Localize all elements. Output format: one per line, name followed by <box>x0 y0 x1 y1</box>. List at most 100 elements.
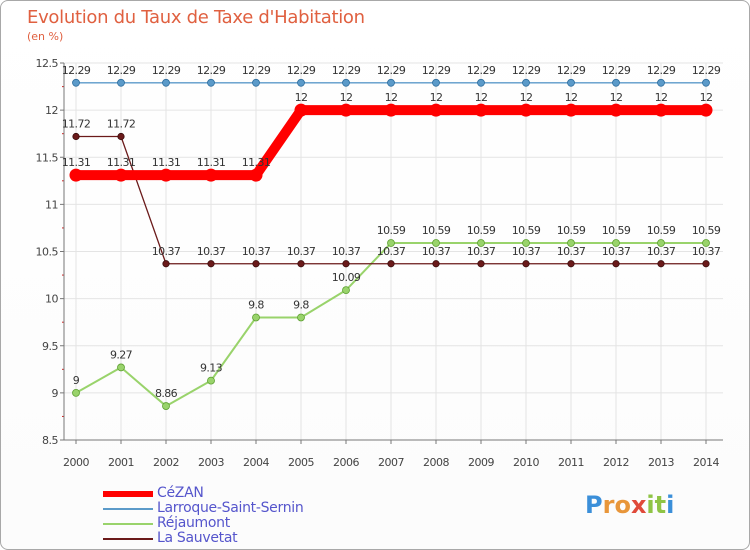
data-point-rejaumont <box>207 376 215 385</box>
data-label-rejaumont: 10.59 <box>557 224 586 237</box>
data-label-la-sauvetat: 10.37 <box>467 245 496 258</box>
data-point-larroque <box>162 78 170 87</box>
data-label-larroque: 12.29 <box>287 64 316 77</box>
data-label-cezan: 12 <box>295 91 308 104</box>
data-point-la-sauvetat <box>117 132 125 141</box>
legend-swatch-larroque <box>103 508 153 510</box>
data-point-cezan <box>159 168 173 182</box>
x-tick-label: 2010 <box>513 456 539 469</box>
data-point-rejaumont <box>432 239 440 247</box>
data-label-la-sauvetat: 10.37 <box>647 245 676 258</box>
data-label-cezan: 12 <box>655 91 668 104</box>
y-tick-label: 11 <box>45 198 58 211</box>
data-label-la-sauvetat: 11.72 <box>107 118 136 131</box>
data-label-cezan: 12 <box>520 91 533 104</box>
legend-label-larroque: Larroque-Saint-Sernin <box>157 500 304 516</box>
x-tick-label: 2002 <box>153 456 179 469</box>
data-label-larroque: 12.29 <box>377 64 406 77</box>
data-point-la-sauvetat <box>252 260 260 268</box>
data-label-la-sauvetat: 10.37 <box>557 245 586 258</box>
data-point-larroque <box>432 78 440 87</box>
data-point-larroque <box>117 78 125 87</box>
data-point-la-sauvetat <box>297 260 305 268</box>
data-point-la-sauvetat <box>612 260 620 268</box>
chart-unit-label: (en %) <box>27 30 64 43</box>
data-point-la-sauvetat <box>72 132 80 141</box>
y-tick-label: 12.5 <box>36 57 59 70</box>
logo-letter: x <box>630 491 647 519</box>
data-point-larroque <box>72 78 80 87</box>
data-point-la-sauvetat <box>342 260 350 268</box>
data-label-rejaumont: 10.59 <box>422 224 451 237</box>
x-tick-label: 2013 <box>648 456 674 469</box>
data-label-cezan: 12 <box>385 91 398 104</box>
data-label-cezan: 12 <box>565 91 578 104</box>
data-point-cezan <box>114 168 128 182</box>
data-label-cezan: 11.31 <box>242 156 271 169</box>
data-label-larroque: 12.29 <box>197 64 226 77</box>
data-label-cezan: 12 <box>700 91 713 104</box>
data-point-cezan <box>609 103 623 117</box>
data-label-larroque: 12.29 <box>107 64 136 77</box>
data-point-rejaumont <box>297 313 305 322</box>
data-point-larroque <box>612 78 620 87</box>
data-point-rejaumont <box>522 239 530 247</box>
data-point-larroque <box>477 78 485 87</box>
legend-swatch-cezan <box>103 491 153 497</box>
legend-swatch-rejaumont <box>103 523 153 525</box>
data-point-larroque <box>297 78 305 87</box>
data-label-larroque: 12.29 <box>332 64 361 77</box>
data-point-rejaumont <box>252 313 260 322</box>
proxiti-logo: Proxiti <box>585 491 674 519</box>
data-label-rejaumont: 9.8 <box>293 298 309 311</box>
data-label-larroque: 12.29 <box>557 64 586 77</box>
data-point-rejaumont <box>657 239 665 247</box>
legend-label-rejaumont: Réjaumont <box>157 515 230 531</box>
data-label-larroque: 12.29 <box>242 64 271 77</box>
data-label-cezan: 11.31 <box>197 156 226 169</box>
data-point-larroque <box>387 78 395 87</box>
data-point-rejaumont <box>342 286 350 295</box>
data-label-rejaumont: 10.09 <box>332 271 361 284</box>
y-tick-label: 10 <box>45 293 58 306</box>
y-tick-label: 9 <box>52 387 59 400</box>
data-label-rejaumont: 10.59 <box>602 224 631 237</box>
data-label-larroque: 12.29 <box>422 64 451 77</box>
data-point-cezan <box>339 103 353 117</box>
data-label-la-sauvetat: 10.37 <box>152 245 181 258</box>
data-label-la-sauvetat: 10.37 <box>602 245 631 258</box>
data-label-larroque: 12.29 <box>467 64 496 77</box>
data-point-cezan <box>384 103 398 117</box>
data-label-la-sauvetat: 10.37 <box>332 245 361 258</box>
y-tick-label: 12 <box>45 104 58 117</box>
logo-letter: t <box>654 491 667 519</box>
data-label-rejaumont: 10.59 <box>692 224 721 237</box>
legend-swatch-la-sauvetat <box>103 538 153 540</box>
x-tick-label: 2006 <box>333 456 359 469</box>
data-point-rejaumont <box>477 239 485 247</box>
data-point-rejaumont <box>162 402 170 410</box>
data-label-cezan: 11.31 <box>152 156 181 169</box>
y-tick-label: 8.5 <box>42 434 58 447</box>
data-point-rejaumont <box>72 388 80 397</box>
data-label-larroque: 12.29 <box>602 64 631 77</box>
data-point-cezan <box>654 103 668 117</box>
data-point-la-sauvetat <box>567 260 575 268</box>
data-label-la-sauvetat: 10.37 <box>197 245 226 258</box>
data-label-larroque: 12.29 <box>692 64 721 77</box>
data-label-la-sauvetat: 10.37 <box>287 245 316 258</box>
data-point-la-sauvetat <box>657 260 665 268</box>
legend-label-la-sauvetat: La Sauvetat <box>157 530 238 546</box>
data-label-cezan: 12 <box>430 91 443 104</box>
data-label-rejaumont: 8.86 <box>155 387 178 400</box>
data-label-la-sauvetat: 10.37 <box>692 245 721 258</box>
data-label-rejaumont: 10.59 <box>377 224 406 237</box>
data-point-cezan <box>204 168 218 182</box>
logo-letter: i <box>666 491 675 519</box>
data-label-rejaumont: 9 <box>73 374 80 387</box>
data-point-cezan <box>69 168 83 182</box>
data-point-la-sauvetat <box>477 260 485 268</box>
y-tick-label: 11.5 <box>36 151 59 164</box>
